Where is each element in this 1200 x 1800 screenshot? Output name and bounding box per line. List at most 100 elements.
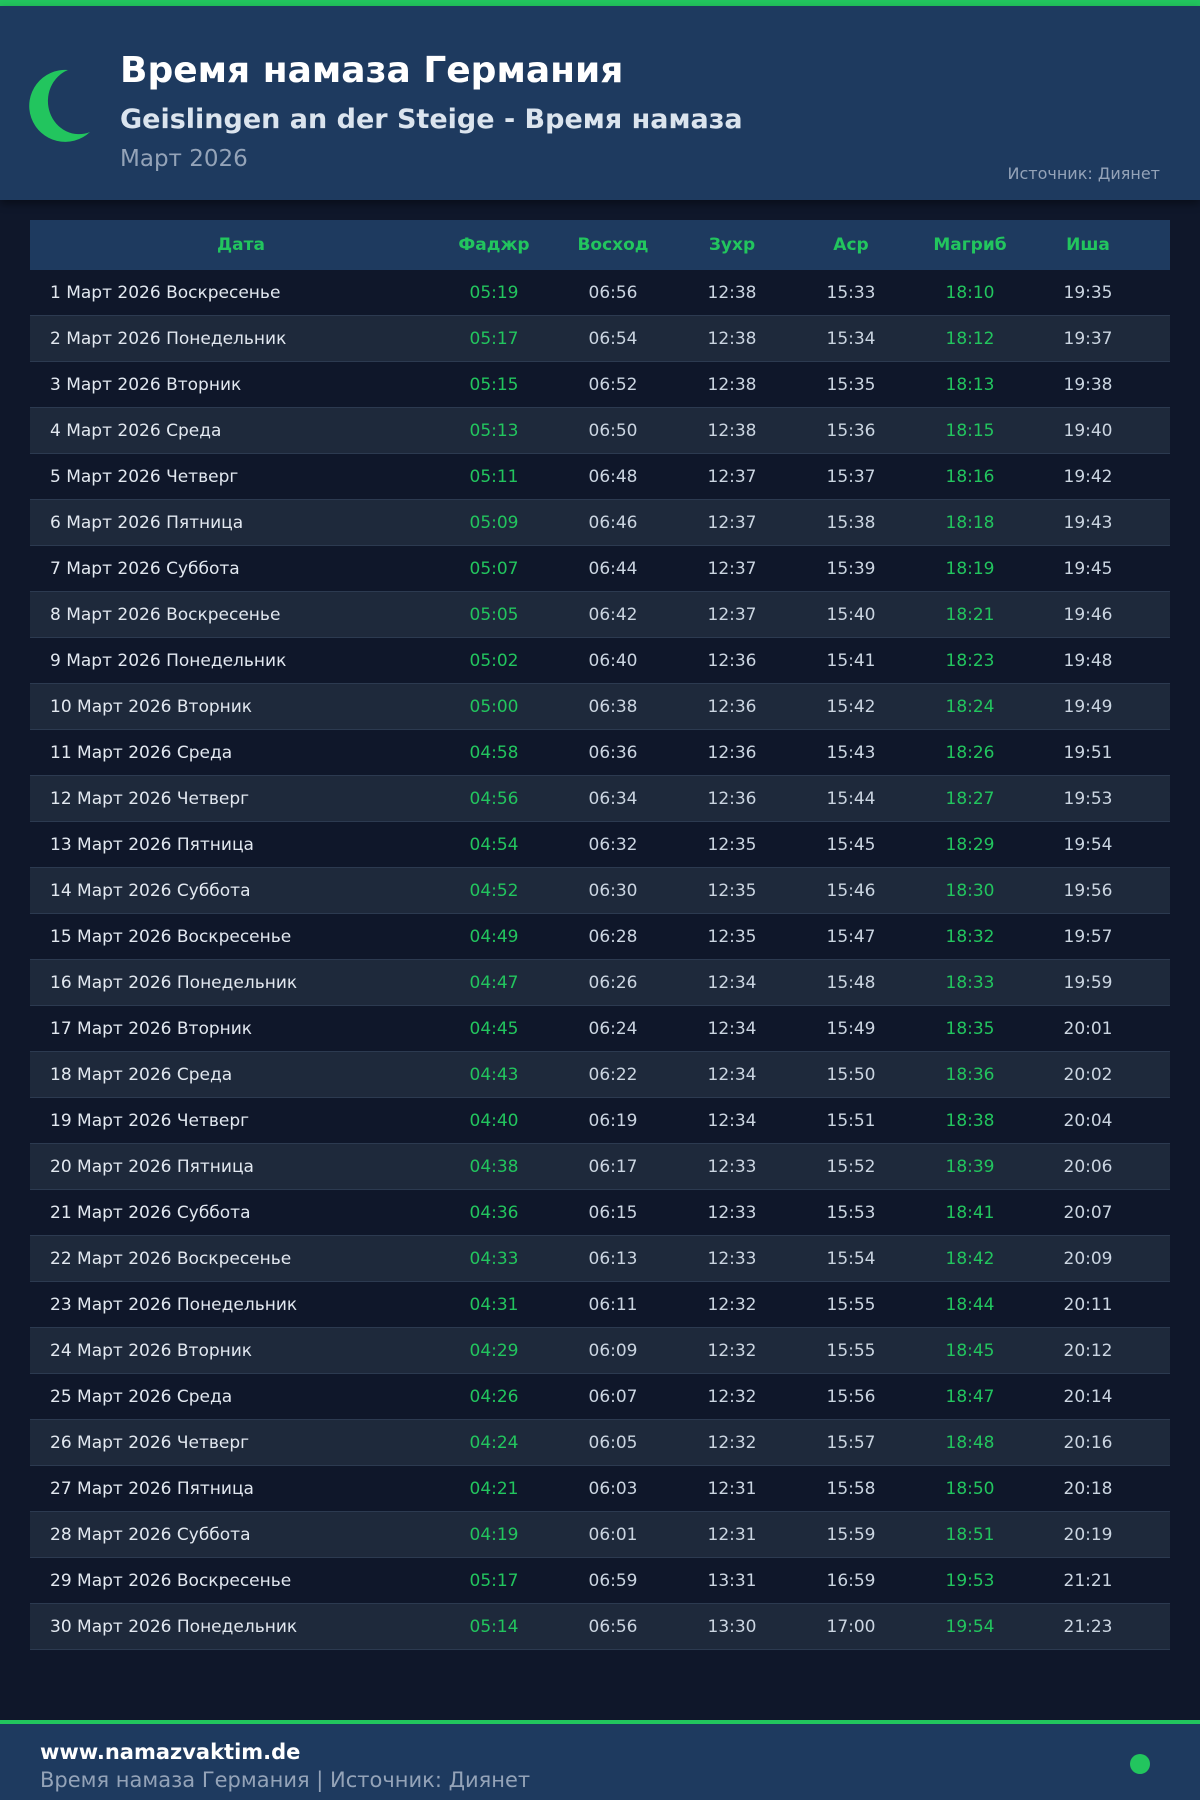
cell-isha: 20:06	[1063, 1156, 1113, 1177]
cell-fajr: 04:52	[469, 880, 519, 901]
table-row: 5 Март 2026 Четверг 05:11 06:48 12:37 15:37 1…	[30, 454, 1170, 500]
column-header-maghrib: Магриб	[933, 235, 1007, 255]
cell-sunrise: 06:15	[588, 1202, 638, 1223]
cell-maghrib: 18:41	[945, 1202, 995, 1223]
cell-sunrise: 06:52	[588, 374, 638, 395]
cell-sunrise: 06:40	[588, 650, 638, 671]
cell-date: 17 Март 2026 Вторник	[50, 1018, 253, 1039]
cell-maghrib: 18:30	[945, 880, 995, 901]
cell-sunrise: 06:22	[588, 1064, 638, 1085]
cell-fajr: 04:47	[469, 972, 519, 993]
cell-isha: 19:51	[1063, 742, 1113, 763]
table-row: 30 Март 2026 Понедельник 05:14 06:56 13:30 1…	[30, 1604, 1170, 1650]
cell-maghrib: 18:10	[945, 282, 995, 303]
cell-date: 21 Март 2026 Суббота	[50, 1202, 251, 1223]
cell-asr: 15:57	[826, 1432, 876, 1453]
cell-isha: 20:04	[1063, 1110, 1113, 1131]
cell-dhuhr: 12:32	[707, 1432, 757, 1453]
cell-sunrise: 06:56	[588, 1616, 638, 1637]
cell-isha: 19:53	[1063, 788, 1113, 809]
cell-maghrib: 18:16	[945, 466, 995, 487]
cell-maghrib: 18:26	[945, 742, 995, 763]
cell-asr: 15:43	[826, 742, 876, 763]
table-row: 2 Март 2026 Понедельник 05:17 06:54 12:38 15…	[30, 316, 1170, 362]
cell-maghrib: 18:12	[945, 328, 995, 349]
cell-maghrib: 18:45	[945, 1340, 995, 1361]
cell-maghrib: 18:39	[945, 1156, 995, 1177]
cell-maghrib: 18:15	[945, 420, 995, 441]
cell-asr: 15:36	[826, 420, 876, 441]
cell-dhuhr: 12:32	[707, 1294, 757, 1315]
footer-site-link[interactable]: www.namazvaktim.de	[40, 1740, 301, 1764]
cell-fajr: 04:19	[469, 1524, 519, 1545]
cell-asr: 15:56	[826, 1386, 876, 1407]
table-row: 8 Март 2026 Воскресенье 05:05 06:42 12:37 15…	[30, 592, 1170, 638]
cell-fajr: 04:40	[469, 1110, 519, 1131]
cell-date: 9 Март 2026 Понедельник	[50, 650, 287, 671]
cell-date: 23 Март 2026 Понедельник	[50, 1294, 298, 1315]
cell-asr: 15:59	[826, 1524, 876, 1545]
cell-maghrib: 18:23	[945, 650, 995, 671]
cell-dhuhr: 12:38	[707, 420, 757, 441]
table-row: 15 Март 2026 Воскресенье 04:49 06:28 12:35 1…	[30, 914, 1170, 960]
cell-fajr: 04:45	[469, 1018, 519, 1039]
cell-maghrib: 18:32	[945, 926, 995, 947]
cell-dhuhr: 13:30	[707, 1616, 757, 1637]
cell-date: 11 Март 2026 Среда	[50, 742, 233, 763]
cell-dhuhr: 12:33	[707, 1156, 757, 1177]
cell-sunrise: 06:17	[588, 1156, 638, 1177]
cell-fajr: 04:58	[469, 742, 519, 763]
cell-asr: 15:42	[826, 696, 876, 717]
cell-sunrise: 06:34	[588, 788, 638, 809]
cell-dhuhr: 12:32	[707, 1386, 757, 1407]
column-header-dhuhr: Зухр	[708, 235, 756, 255]
cell-dhuhr: 12:33	[707, 1248, 757, 1269]
cell-asr: 15:34	[826, 328, 876, 349]
cell-isha: 19:46	[1063, 604, 1113, 625]
table-row: 3 Март 2026 Вторник 05:15 06:52 12:38 15:35 1…	[30, 362, 1170, 408]
cell-fajr: 04:56	[469, 788, 519, 809]
cell-isha: 20:14	[1063, 1386, 1113, 1407]
table-body: 1 Март 2026 Воскресенье 05:19 06:56 12:38 15…	[30, 270, 1170, 1650]
cell-date: 8 Март 2026 Воскресенье	[50, 604, 281, 625]
cell-isha: 19:40	[1063, 420, 1113, 441]
cell-dhuhr: 12:32	[707, 1340, 757, 1361]
cell-fajr: 05:05	[469, 604, 519, 625]
cell-dhuhr: 12:35	[707, 926, 757, 947]
cell-sunrise: 06:28	[588, 926, 638, 947]
cell-maghrib: 18:50	[945, 1478, 995, 1499]
cell-maghrib: 18:21	[945, 604, 995, 625]
cell-sunrise: 06:48	[588, 466, 638, 487]
cell-dhuhr: 12:34	[707, 1064, 757, 1085]
cell-sunrise: 06:03	[588, 1478, 638, 1499]
cell-asr: 15:40	[826, 604, 876, 625]
cell-sunrise: 06:38	[588, 696, 638, 717]
cell-date: 2 Март 2026 Понедельник	[50, 328, 287, 349]
cell-isha: 21:23	[1063, 1616, 1113, 1637]
cell-sunrise: 06:30	[588, 880, 638, 901]
cell-asr: 15:41	[826, 650, 876, 671]
cell-fajr: 05:19	[469, 282, 519, 303]
cell-isha: 20:19	[1063, 1524, 1113, 1545]
cell-asr: 15:52	[826, 1156, 876, 1177]
cell-date: 13 Март 2026 Пятница	[50, 834, 254, 855]
cell-asr: 15:46	[826, 880, 876, 901]
month-label: Март 2026	[120, 146, 248, 172]
cell-asr: 15:38	[826, 512, 876, 533]
cell-dhuhr: 12:35	[707, 880, 757, 901]
cell-fajr: 04:38	[469, 1156, 519, 1177]
cell-maghrib: 18:29	[945, 834, 995, 855]
cell-date: 28 Март 2026 Суббота	[50, 1524, 251, 1545]
cell-isha: 20:02	[1063, 1064, 1113, 1085]
cell-isha: 20:07	[1063, 1202, 1113, 1223]
table-row: 14 Март 2026 Суббота 04:52 06:30 12:35 15:46…	[30, 868, 1170, 914]
cell-maghrib: 18:44	[945, 1294, 995, 1315]
cell-fajr: 05:09	[469, 512, 519, 533]
cell-sunrise: 06:13	[588, 1248, 638, 1269]
prayer-times-table: Дата Фаджр Восход Зухр Аср Магриб Иша 1 Март 2…	[30, 220, 1170, 1650]
page-title: Время намаза Германия	[120, 50, 624, 91]
cell-fajr: 05:15	[469, 374, 519, 395]
cell-isha: 20:01	[1063, 1018, 1113, 1039]
column-header-sunrise: Восход	[577, 235, 649, 255]
table-row: 16 Март 2026 Понедельник 04:47 06:26 12:34 1…	[30, 960, 1170, 1006]
